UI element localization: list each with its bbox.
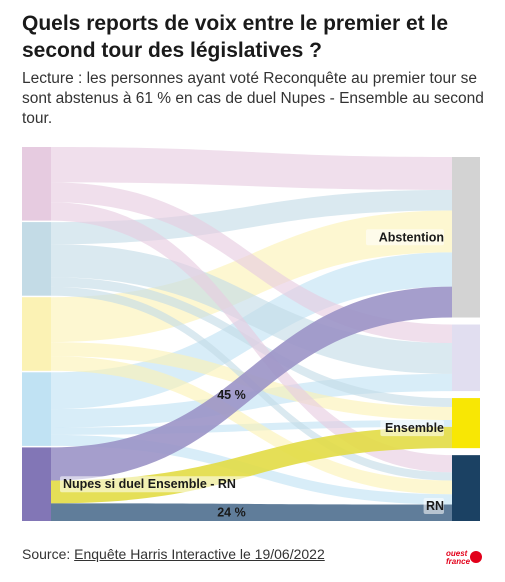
target-node [452, 455, 480, 521]
logo-dot [470, 551, 482, 563]
source-node [22, 297, 51, 371]
sankey-link [51, 147, 452, 190]
source-prefix: Source: [22, 546, 75, 562]
logo-line-1: ouest [446, 549, 468, 558]
sankey-link [51, 286, 452, 481]
target-label: Abstention [379, 230, 444, 244]
logo-line-2: france [446, 557, 471, 566]
source-label-bg [60, 476, 258, 493]
chart-title: Quels reports de voix entre le premier e… [22, 12, 448, 62]
source-node [22, 372, 51, 446]
target-node [452, 324, 480, 392]
sankey-links [51, 147, 452, 521]
sankey-link [51, 503, 452, 521]
percent-label: 24 % [217, 505, 246, 519]
percent-label: 45 % [217, 388, 246, 402]
target-node [452, 398, 480, 449]
source-node [22, 222, 51, 296]
target-label-bg [366, 229, 444, 246]
sankey-link [51, 202, 452, 473]
sankey-link [51, 182, 452, 344]
sankey-link [51, 244, 452, 374]
target-label-bg [423, 498, 444, 514]
source-label: Nupes si duel Ensemble - RN [63, 477, 236, 491]
ouest-france-logo: ouest france [446, 544, 482, 570]
source-link[interactable]: Enquête Harris Interactive le 19/06/2022 [74, 546, 325, 562]
source-note: Source: Enquête Harris Interactive le 19… [22, 546, 325, 562]
sankey-labels: Abstention Ensemble RN Nupes si duel Ensemb… [60, 229, 444, 519]
chart-subtitle: Lecture : les personnes ayant voté Recon… [22, 70, 484, 127]
target-label: Ensemble [385, 421, 444, 435]
target-label-bg [380, 420, 444, 437]
sankey-link [51, 356, 452, 495]
sankey-nodes [22, 147, 480, 521]
source-node [22, 447, 51, 521]
source-node [22, 147, 51, 221]
target-node [452, 157, 480, 318]
target-label: RN [426, 499, 444, 513]
